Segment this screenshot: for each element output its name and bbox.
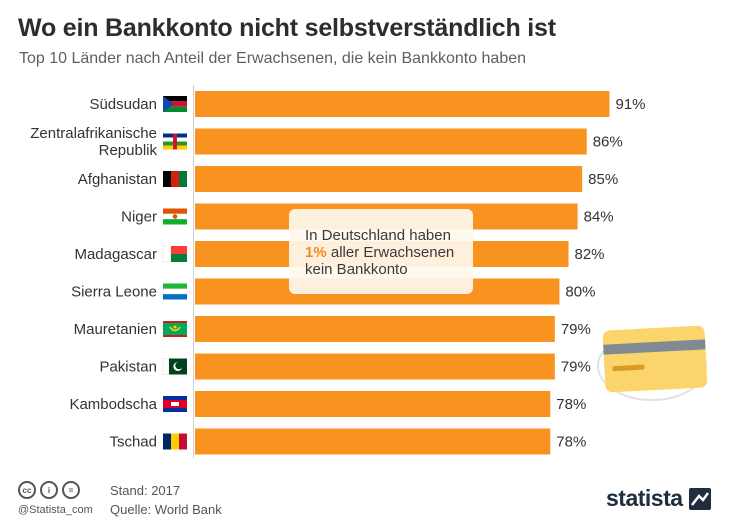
brand-wordmark: statista [606, 485, 683, 511]
south-sudan-flag-icon [163, 96, 187, 112]
category-label: Afghanistan [78, 171, 157, 188]
category-label: Sierra Leone [71, 284, 157, 301]
bar [195, 391, 551, 417]
afghanistan-flag-icon [163, 171, 187, 187]
bar [195, 316, 555, 342]
chad-flag-icon [163, 433, 187, 450]
central-african-republic-flag-icon [163, 133, 187, 150]
germany-callout: In Deutschland haben 1% aller Erwachsene… [289, 209, 473, 294]
data-source: Quelle: World Bank [110, 502, 222, 517]
value-label: 79% [561, 359, 591, 376]
license-icons: cc i = [18, 481, 80, 499]
data-date: Stand: 2017 [110, 483, 181, 498]
bank-card-illustration [596, 322, 716, 404]
value-label: 80% [565, 284, 595, 301]
category-label: Südsudan [89, 96, 157, 113]
category-label: Tschad [109, 434, 157, 451]
value-label: 91% [616, 96, 646, 113]
callout-line-1: In Deutschland haben [305, 227, 451, 244]
bar [195, 166, 583, 192]
bar [195, 353, 555, 380]
bar [195, 428, 551, 455]
value-label: 82% [575, 246, 605, 263]
callout-highlight-value: 1% [305, 244, 327, 261]
statista-handle: @Statista_com [18, 504, 93, 516]
value-label: 86% [593, 134, 623, 151]
value-label: 78% [556, 396, 586, 413]
category-label: Kambodscha [69, 396, 157, 413]
category-label: Niger [121, 209, 157, 226]
callout-line-3: kein Bankkonto [305, 261, 408, 278]
madagascar-flag-icon [162, 245, 187, 263]
chart-title: Wo ein Bankkonto nicht selbstverständlic… [18, 14, 556, 42]
attribution-icon: i [40, 481, 58, 499]
sierra-leone-flag-icon [162, 283, 188, 300]
value-label: 79% [561, 321, 591, 338]
category-label: Pakistan [99, 359, 157, 376]
statista-logo: statista [606, 485, 711, 512]
category-label: Madagascar [74, 246, 157, 263]
niger-flag-icon [163, 208, 187, 225]
bar [195, 128, 587, 155]
value-label: 84% [584, 209, 614, 226]
bar [195, 91, 610, 117]
credit-card-icon [597, 325, 708, 401]
callout-line-2-text: aller Erwachsenen [326, 244, 455, 261]
chart-subtitle: Top 10 Länder nach Anteil der Erwachsene… [19, 50, 527, 67]
category-label: Zentralafrikanische Republik [30, 125, 157, 159]
value-label: 85% [588, 171, 618, 188]
mauritania-flag-icon [163, 321, 187, 337]
category-label: Mauretanien [74, 321, 157, 338]
statista-mark-icon [688, 487, 711, 510]
cambodia-flag-icon [163, 396, 187, 412]
value-label: 78% [556, 434, 586, 451]
pakistan-flag-icon [162, 358, 187, 375]
cc-icon: cc [18, 481, 36, 499]
no-derivatives-icon: = [62, 481, 80, 499]
callout-line-2: 1% aller Erwachsenen [305, 244, 463, 261]
